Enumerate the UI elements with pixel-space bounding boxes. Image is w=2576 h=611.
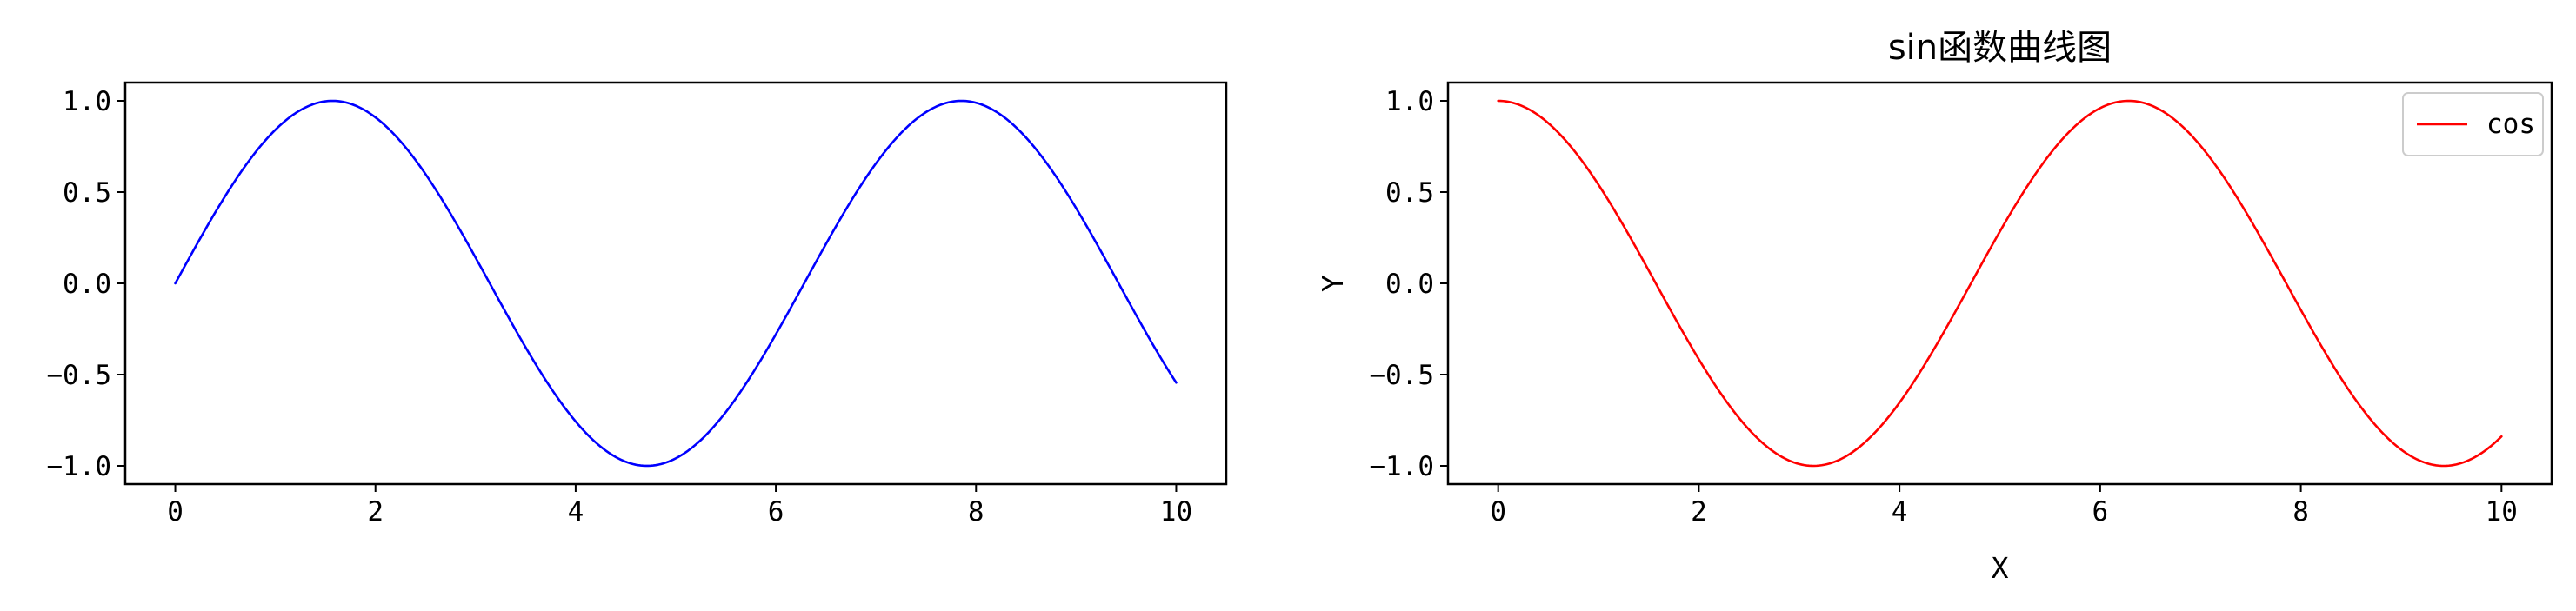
y-axis: 1.0 0.5 0.0 −0.5 −1.0: [1369, 86, 1448, 482]
y-tick-label: 0.5: [1385, 177, 1434, 209]
y-tick-label: 0.5: [63, 177, 111, 209]
x-tick-label: 4: [1892, 496, 1908, 528]
series-line-sin: [174, 99, 1178, 468]
y-tick-label: −1.0: [46, 451, 111, 482]
y-tick-label: 0.0: [1385, 269, 1434, 300]
x-tick-label: 6: [768, 496, 784, 528]
y-axis: 1.0 0.5 0.0 −0.5 −1.0: [46, 86, 125, 482]
x-tick-label: 10: [1160, 496, 1192, 528]
x-tick-label: 4: [568, 496, 584, 528]
series-line-cos: [1497, 99, 2503, 468]
cos-subplot: sin函数曲线图 0 2 4 6 8 10 1.0 0.5 0.0 −0.5 −1.0 X Y c…: [1316, 28, 2553, 585]
y-axis-label: Y: [1316, 275, 1350, 292]
plot-area: [174, 99, 1178, 468]
x-tick-label: 0: [1490, 496, 1506, 528]
legend-box: [2402, 92, 2544, 156]
y-tick-label: 1.0: [1385, 86, 1434, 117]
y-tick-label: −0.5: [1369, 360, 1434, 391]
x-tick-label: 2: [1691, 496, 1707, 528]
y-tick-label: −0.5: [46, 360, 111, 391]
x-axis: 0 2 4 6 8 10: [1490, 484, 2518, 528]
y-tick-label: 0.0: [63, 269, 111, 300]
x-tick-label: 8: [968, 496, 984, 528]
plot-area: [1497, 99, 2503, 468]
legend: cos: [2402, 92, 2544, 156]
legend-label-cos: cos: [2486, 109, 2535, 140]
chart-title: sin函数曲线图: [1888, 28, 2112, 68]
x-tick-label: 10: [2486, 496, 2518, 528]
x-tick-label: 6: [2092, 496, 2109, 528]
x-axis: 0 2 4 6 8 10: [167, 484, 1192, 528]
axes-frame: [1446, 81, 2553, 486]
x-tick-label: 8: [2292, 496, 2309, 528]
y-tick-label: 1.0: [63, 86, 111, 117]
axes-frame: [123, 81, 1228, 486]
x-axis-label: X: [1992, 551, 2009, 585]
y-tick-label: −1.0: [1369, 451, 1434, 482]
x-tick-label: 0: [167, 496, 184, 528]
x-tick-label: 2: [367, 496, 384, 528]
sin-subplot: 0 2 4 6 8 10 1.0 0.5 0.0 −0.5 −1.0: [46, 81, 1228, 528]
